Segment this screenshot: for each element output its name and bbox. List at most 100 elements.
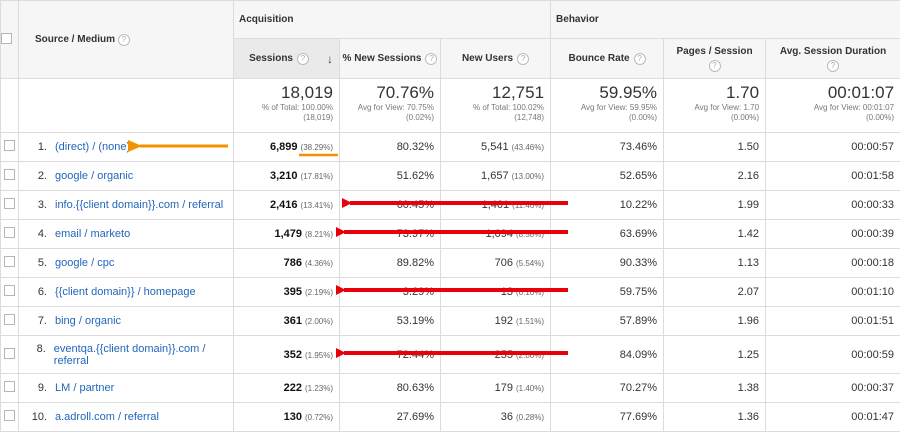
source-medium-link[interactable]: (direct) / (none) (55, 141, 130, 153)
row-checkbox-cell[interactable] (1, 307, 19, 336)
row-checkbox-cell[interactable] (1, 133, 19, 162)
row-checkbox[interactable] (4, 381, 15, 392)
cell-sessions-value: 2,416 (270, 199, 298, 211)
header-bounce-rate-label: Bounce Rate (568, 53, 629, 64)
header-source-medium[interactable]: Source / Medium ? (19, 1, 234, 79)
help-icon[interactable]: ? (517, 53, 529, 65)
row-checkbox[interactable] (4, 348, 15, 359)
cell-new-sessions-value: 60.45% (397, 199, 434, 211)
row-checkbox[interactable] (4, 314, 15, 325)
cell-pages-session: 1.42 (664, 220, 766, 249)
cell-new-users: 1,094(8.58%) (441, 220, 551, 249)
cell-pages-session: 2.07 (664, 278, 766, 307)
table-row: 3.info.{{client domain}}.com / referral 2… (1, 191, 900, 220)
row-checkbox[interactable] (4, 256, 15, 267)
source-medium-link[interactable]: eventqa.{{client domain}}.com / referral (54, 343, 233, 367)
source-wrap: 10.a.adroll.com / referral (25, 411, 233, 423)
source-medium-link[interactable]: LM / partner (55, 382, 114, 394)
row-checkbox-cell[interactable] (1, 162, 19, 191)
cell-bounce-rate: 59.75% (551, 278, 664, 307)
cell-sessions-percent: (38.29%) (301, 143, 333, 152)
source-wrap: 2.google / organic (25, 170, 233, 182)
cell-pages-session-value: 2.07 (738, 286, 759, 298)
source-medium-link[interactable]: {{client domain}} / homepage (55, 286, 196, 298)
cell-avg-duration: 00:01:10 (766, 278, 900, 307)
select-all-checkbox[interactable] (1, 33, 12, 44)
header-avg-duration[interactable]: Avg. Session Duration? (766, 39, 900, 79)
cell-new-users-percent: (13.00%) (512, 172, 544, 181)
row-checkbox[interactable] (4, 285, 15, 296)
header-new-users-label: New Users (462, 53, 513, 64)
header-bounce-rate[interactable]: Bounce Rate? (551, 39, 664, 79)
cell-sessions-value: 786 (284, 257, 302, 269)
totals-label-cell (19, 79, 234, 133)
row-checkbox-cell[interactable] (1, 336, 19, 374)
cell-sessions: 6,899(38.29%) (234, 133, 340, 162)
cell-new-users-value: 36 (501, 411, 513, 423)
cell-sessions-percent: (2.00%) (305, 317, 333, 326)
source-medium-link[interactable]: google / cpc (55, 257, 114, 269)
help-icon[interactable]: ? (297, 53, 309, 65)
cell-new-users-percent: (11.46%) (512, 201, 544, 210)
cell-avg-duration: 00:01:47 (766, 403, 900, 432)
source-wrap: 4.email / marketo (25, 228, 233, 240)
source-wrap: 3.info.{{client domain}}.com / referral (25, 199, 233, 211)
cell-new-sessions: 60.45% (340, 191, 441, 220)
cell-sessions: 1,479(8.21%) (234, 220, 340, 249)
header-new-users[interactable]: New Users? (441, 39, 551, 79)
help-icon[interactable]: ? (118, 34, 130, 46)
cell-sessions: 395(2.19%) (234, 278, 340, 307)
cell-pages-session-value: 1.13 (738, 257, 759, 269)
sort-descending-icon[interactable]: ↓ (327, 52, 333, 66)
row-checkbox[interactable] (4, 169, 15, 180)
header-pages-session[interactable]: Pages / Session? (664, 39, 766, 79)
row-checkbox[interactable] (4, 140, 15, 151)
cell-sessions-value: 395 (284, 286, 302, 298)
cell-avg-duration-value: 00:00:59 (851, 349, 894, 361)
row-checkbox-cell[interactable] (1, 374, 19, 403)
cell-bounce-rate: 77.69% (551, 403, 664, 432)
cell-sessions-percent: (17.81%) (301, 172, 333, 181)
row-checkbox-cell[interactable] (1, 249, 19, 278)
row-index: 1. (25, 141, 47, 153)
row-checkbox[interactable] (4, 227, 15, 238)
cell-new-users-percent: (5.54%) (516, 259, 544, 268)
cell-new-sessions: 80.63% (340, 374, 441, 403)
help-icon[interactable]: ? (634, 53, 646, 65)
totals-bounce-rate-line2: (0.00%) (551, 113, 657, 123)
source-medium-link[interactable]: email / marketo (55, 228, 130, 240)
totals-bounce-rate-value: 59.95% (551, 83, 657, 103)
cell-sessions: 786(4.36%) (234, 249, 340, 278)
row-checkbox[interactable] (4, 198, 15, 209)
row-checkbox-cell[interactable] (1, 220, 19, 249)
row-index: 5. (25, 257, 47, 269)
cell-sessions-percent: (1.23%) (305, 384, 333, 393)
source-medium-link[interactable]: bing / organic (55, 315, 121, 327)
totals-new-users: 12,751 % of Total: 100.02% (12,748) (441, 79, 551, 133)
header-new-sessions[interactable]: % New Sessions? (340, 39, 441, 79)
help-icon[interactable]: ? (827, 60, 839, 72)
row-checkbox-cell[interactable] (1, 403, 19, 432)
help-icon[interactable]: ? (709, 60, 721, 72)
cell-new-users: 36(0.28%) (441, 403, 551, 432)
totals-new-users-line1: % of Total: 100.02% (441, 103, 544, 113)
source-medium-link[interactable]: a.adroll.com / referral (55, 411, 159, 423)
cell-new-users: 5,541(43.46%) (441, 133, 551, 162)
help-icon[interactable]: ? (425, 53, 437, 65)
cell-avg-duration: 00:01:51 (766, 307, 900, 336)
row-checkbox[interactable] (4, 410, 15, 421)
cell-sessions-value: 6,899 (270, 141, 298, 153)
row-checkbox-cell[interactable] (1, 278, 19, 307)
row-checkbox-cell[interactable] (1, 191, 19, 220)
source-medium-link[interactable]: google / organic (55, 170, 133, 182)
cell-new-sessions: 89.82% (340, 249, 441, 278)
header-sessions[interactable]: Sessions ? ↓ (234, 39, 340, 79)
source-medium-link[interactable]: info.{{client domain}}.com / referral (55, 199, 223, 211)
select-all-cell[interactable] (1, 1, 19, 79)
cell-sessions-value: 1,479 (274, 228, 302, 240)
totals-pages-session-line2: (0.00%) (664, 113, 759, 123)
